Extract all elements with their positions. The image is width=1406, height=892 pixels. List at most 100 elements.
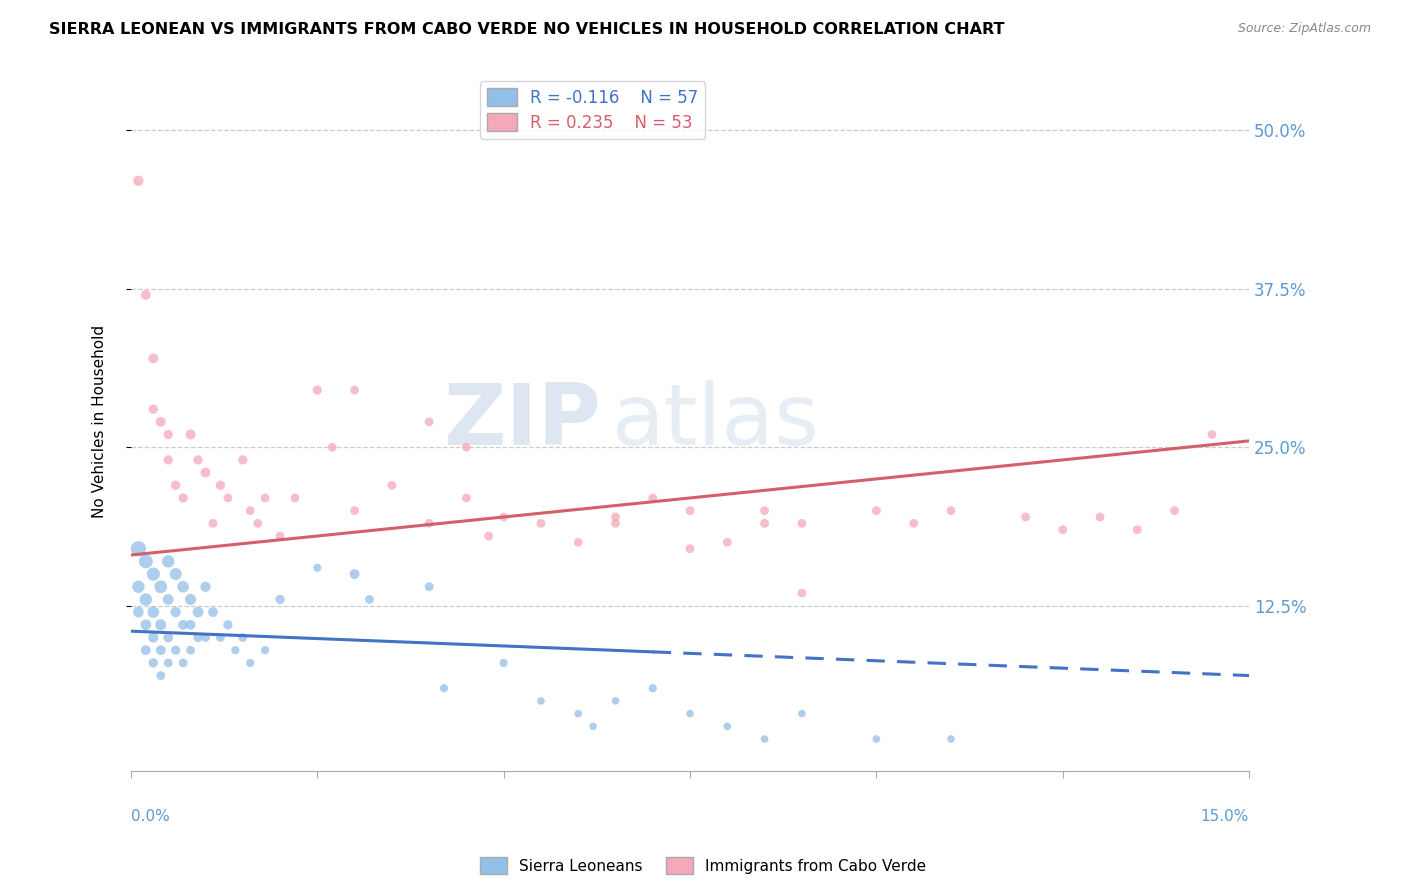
Text: SIERRA LEONEAN VS IMMIGRANTS FROM CABO VERDE NO VEHICLES IN HOUSEHOLD CORRELATIO: SIERRA LEONEAN VS IMMIGRANTS FROM CABO V… [49, 22, 1005, 37]
Point [269, 529, 291, 543]
Point [605, 694, 627, 708]
Point [456, 440, 478, 454]
Point [418, 415, 440, 429]
Point [142, 402, 165, 417]
Point [343, 503, 366, 517]
Point [187, 453, 209, 467]
Point [433, 681, 456, 696]
Point [135, 288, 157, 302]
Point [187, 631, 209, 645]
Point [157, 453, 180, 467]
Point [246, 516, 269, 531]
Point [530, 516, 553, 531]
Point [217, 491, 239, 505]
Point [142, 567, 165, 582]
Point [135, 643, 157, 657]
Point [135, 617, 157, 632]
Point [172, 580, 194, 594]
Point [530, 694, 553, 708]
Point [284, 491, 307, 505]
Point [165, 605, 187, 619]
Point [679, 706, 702, 721]
Point [165, 567, 187, 582]
Point [127, 541, 149, 556]
Text: atlas: atlas [612, 380, 820, 463]
Point [254, 643, 277, 657]
Point [157, 656, 180, 670]
Point [157, 592, 180, 607]
Point [127, 605, 149, 619]
Point [142, 631, 165, 645]
Point [567, 706, 589, 721]
Point [149, 415, 172, 429]
Point [321, 440, 343, 454]
Point [180, 427, 202, 442]
Point [172, 617, 194, 632]
Point [492, 656, 515, 670]
Text: Source: ZipAtlas.com: Source: ZipAtlas.com [1237, 22, 1371, 36]
Point [239, 656, 262, 670]
Point [187, 605, 209, 619]
Point [127, 580, 149, 594]
Point [157, 427, 180, 442]
Point [149, 580, 172, 594]
Legend: Sierra Leoneans, Immigrants from Cabo Verde: Sierra Leoneans, Immigrants from Cabo Ve… [474, 851, 932, 880]
Point [641, 491, 664, 505]
Point [149, 617, 172, 632]
Point [1126, 523, 1149, 537]
Point [343, 567, 366, 582]
Point [180, 643, 202, 657]
Text: ZIP: ZIP [443, 380, 600, 463]
Point [492, 510, 515, 524]
Point [605, 516, 627, 531]
Point [381, 478, 404, 492]
Y-axis label: No Vehicles in Household: No Vehicles in Household [93, 326, 107, 518]
Point [1052, 523, 1074, 537]
Point [217, 617, 239, 632]
Point [790, 516, 813, 531]
Point [142, 351, 165, 366]
Point [343, 383, 366, 397]
Point [157, 554, 180, 568]
Point [903, 516, 925, 531]
Point [224, 643, 246, 657]
Point [269, 592, 291, 607]
Point [232, 453, 254, 467]
Point [239, 503, 262, 517]
Point [172, 656, 194, 670]
Point [754, 503, 776, 517]
Point [1014, 510, 1036, 524]
Point [567, 535, 589, 549]
Point [201, 516, 224, 531]
Point [790, 586, 813, 600]
Point [180, 592, 202, 607]
Point [1163, 503, 1185, 517]
Point [135, 554, 157, 568]
Point [180, 617, 202, 632]
Point [254, 491, 277, 505]
Point [135, 592, 157, 607]
Point [754, 731, 776, 746]
Point [209, 478, 232, 492]
Point [641, 681, 664, 696]
Point [307, 560, 329, 574]
Point [1088, 510, 1111, 524]
Point [582, 719, 605, 733]
Point [307, 383, 329, 397]
Point [679, 503, 702, 517]
Point [605, 510, 627, 524]
Point [679, 541, 702, 556]
Point [865, 503, 887, 517]
Text: 0.0%: 0.0% [131, 809, 170, 824]
Point [939, 503, 962, 517]
Point [754, 516, 776, 531]
Point [790, 706, 813, 721]
Legend: R = -0.116    N = 57, R = 0.235    N = 53: R = -0.116 N = 57, R = 0.235 N = 53 [481, 81, 706, 138]
Point [478, 529, 501, 543]
Point [172, 491, 194, 505]
Point [865, 731, 887, 746]
Point [149, 668, 172, 682]
Point [194, 466, 217, 480]
Point [232, 631, 254, 645]
Point [716, 535, 738, 549]
